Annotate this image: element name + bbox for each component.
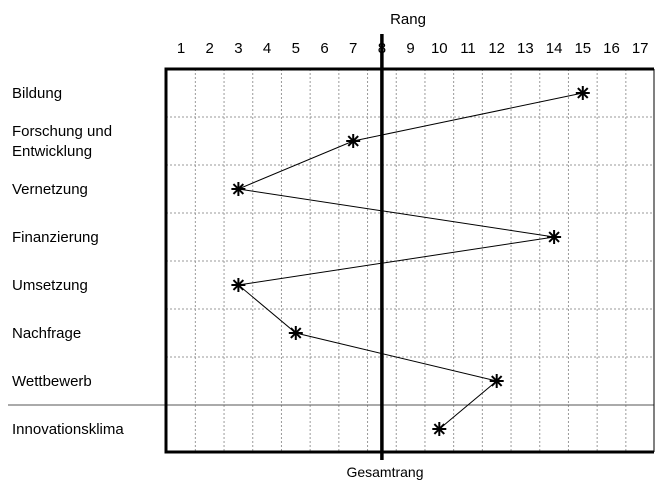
category-label: Innovationsklima xyxy=(12,421,124,438)
marker-stroke xyxy=(433,423,445,435)
x-tick-label-10: 10 xyxy=(431,40,448,57)
data-point-marker xyxy=(432,422,447,436)
x-tick-label-7: 7 xyxy=(349,40,357,57)
marker-stroke xyxy=(347,135,359,147)
category-label: Nachfrage xyxy=(12,325,81,342)
x-tick-label-11: 11 xyxy=(460,40,476,57)
marker-stroke xyxy=(577,87,589,99)
data-point-marker xyxy=(346,134,361,148)
x-tick-label-12: 12 xyxy=(488,40,505,57)
data-point-marker xyxy=(575,86,590,100)
data-point-marker xyxy=(288,326,303,340)
x-tick-label-5: 5 xyxy=(292,40,300,57)
category-label: Vernetzung xyxy=(12,181,88,198)
series xyxy=(231,86,590,436)
x-tick-label-6: 6 xyxy=(320,40,328,57)
data-point-marker xyxy=(231,182,246,196)
x-tick-label-2: 2 xyxy=(206,40,214,57)
x-tick-label-1: 1 xyxy=(177,40,185,57)
x-tick-label-9: 9 xyxy=(406,40,414,57)
category-label: Umsetzung xyxy=(12,277,88,294)
data-point-marker xyxy=(547,230,562,244)
marker-stroke xyxy=(232,183,245,195)
category-labels: Bildung Forschung und Entwicklung Vernetzun… xyxy=(12,85,124,438)
x-tick-label-13: 13 xyxy=(517,40,534,57)
series-line xyxy=(236,92,583,430)
plot-frame xyxy=(164,34,655,460)
reference-line-label: Gesamtrang xyxy=(346,464,423,480)
x-tick-label-14: 14 xyxy=(546,40,563,57)
x-axis-title: Rang xyxy=(390,11,426,28)
marker-stroke xyxy=(232,279,245,291)
x-tick-labels: 1234567891011121314151617 xyxy=(177,40,649,57)
category-label: Forschung und xyxy=(12,123,112,140)
marker-stroke xyxy=(548,231,560,243)
marker-stroke xyxy=(290,327,302,339)
data-point-marker xyxy=(231,278,246,292)
x-tick-label-3: 3 xyxy=(234,40,242,57)
category-label: Bildung xyxy=(12,85,62,102)
x-tick-label-15: 15 xyxy=(574,40,591,57)
x-tick-label-16: 16 xyxy=(603,40,620,57)
x-tick-label-17: 17 xyxy=(632,40,649,57)
marker-stroke xyxy=(491,375,503,387)
category-label: Finanzierung xyxy=(12,229,99,246)
category-label: Wettbewerb xyxy=(12,373,92,390)
category-label: Entwicklung xyxy=(12,143,92,160)
x-tick-label-4: 4 xyxy=(263,40,271,57)
grid xyxy=(8,69,654,452)
data-point-marker xyxy=(489,374,504,388)
